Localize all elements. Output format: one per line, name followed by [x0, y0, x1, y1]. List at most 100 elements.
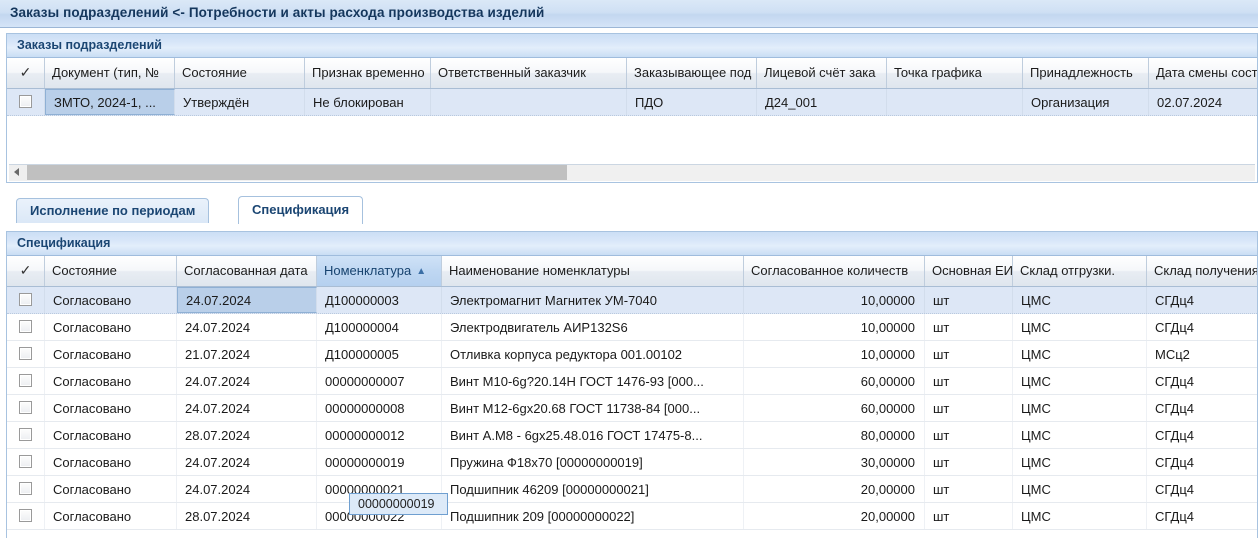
- spec-select-all-column[interactable]: ✓: [7, 256, 45, 286]
- specification-cell[interactable]: 00000000012: [317, 422, 442, 448]
- row-checkbox-cell[interactable]: [7, 314, 45, 340]
- specification-cell[interactable]: ЦМС: [1013, 476, 1147, 502]
- specification-cell[interactable]: Согласовано: [45, 287, 177, 313]
- specification-cell[interactable]: Электромагнит Магнитек УМ-7040: [442, 287, 744, 313]
- specification-cell[interactable]: ЦМС: [1013, 422, 1147, 448]
- specification-column-header[interactable]: Склад получения: [1147, 256, 1257, 286]
- row-checkbox[interactable]: [19, 95, 32, 108]
- specification-cell[interactable]: Винт М12-6gx20.68 ГОСТ 11738-84 [000...: [442, 395, 744, 421]
- row-checkbox-cell[interactable]: [7, 89, 45, 115]
- specification-column-header[interactable]: Состояние: [45, 256, 177, 286]
- specification-cell[interactable]: Винт М10-6g?20.14Н ГОСТ 1476-93 [000...: [442, 368, 744, 394]
- specification-column-header[interactable]: Согласованная дата: [177, 256, 317, 286]
- specification-cell[interactable]: Согласовано: [45, 368, 177, 394]
- orders-column-header[interactable]: Признак временно: [305, 58, 431, 88]
- row-checkbox[interactable]: [19, 347, 32, 360]
- specification-cell[interactable]: 24.07.2024: [177, 449, 317, 475]
- specification-cell[interactable]: Согласовано: [45, 476, 177, 502]
- orders-cell[interactable]: Не блокирован: [305, 89, 431, 115]
- specification-cell[interactable]: СГДц4: [1147, 503, 1257, 529]
- specification-cell[interactable]: Согласовано: [45, 422, 177, 448]
- row-checkbox-cell[interactable]: [7, 476, 45, 502]
- specification-cell[interactable]: шт: [925, 368, 1013, 394]
- orders-column-header[interactable]: Заказывающее под: [627, 58, 757, 88]
- orders-horizontal-scrollbar[interactable]: [9, 164, 1255, 181]
- specification-row[interactable]: Согласовано 24.07.2024 00000000007 Винт М10…: [7, 368, 1257, 395]
- specification-cell[interactable]: Согласовано: [45, 449, 177, 475]
- orders-cell[interactable]: ПДО: [627, 89, 757, 115]
- specification-cell[interactable]: Отливка корпуса редуктора 001.00102: [442, 341, 744, 367]
- specification-cell[interactable]: Электродвигатель АИР132S6: [442, 314, 744, 340]
- specification-cell[interactable]: 20,00000: [744, 503, 925, 529]
- tab-1[interactable]: Исполнение по периодам: [16, 198, 210, 223]
- orders-cell[interactable]: 02.07.2024: [1149, 89, 1257, 115]
- row-checkbox-cell[interactable]: [7, 422, 45, 448]
- specification-cell[interactable]: СГДц4: [1147, 422, 1257, 448]
- row-checkbox-cell[interactable]: [7, 503, 45, 529]
- specification-cell[interactable]: Согласовано: [45, 341, 177, 367]
- specification-cell[interactable]: 10,00000: [744, 341, 925, 367]
- specification-cell[interactable]: ЦМС: [1013, 395, 1147, 421]
- orders-column-header[interactable]: Дата смены сост: [1149, 58, 1257, 88]
- orders-column-header[interactable]: Принадлежность: [1023, 58, 1149, 88]
- specification-column-header[interactable]: Наименование номенклатуры: [442, 256, 744, 286]
- orders-cell[interactable]: [431, 89, 627, 115]
- specification-cell[interactable]: 24.07.2024: [177, 314, 317, 340]
- orders-cell[interactable]: [887, 89, 1023, 115]
- specification-cell[interactable]: СГДц4: [1147, 449, 1257, 475]
- specification-cell[interactable]: 28.07.2024: [177, 422, 317, 448]
- specification-cell[interactable]: шт: [925, 395, 1013, 421]
- specification-cell[interactable]: шт: [925, 476, 1013, 502]
- specification-cell[interactable]: Согласовано: [45, 395, 177, 421]
- specification-cell[interactable]: 24.07.2024: [177, 476, 317, 502]
- orders-column-header[interactable]: Документ (тип, №: [45, 58, 175, 88]
- specification-cell[interactable]: СГДц4: [1147, 368, 1257, 394]
- specification-cell[interactable]: Подшипник 46209 [00000000021]: [442, 476, 744, 502]
- orders-select-all-column[interactable]: ✓: [7, 58, 45, 88]
- specification-row[interactable]: Согласовано 24.07.2024 Д100000004 Электродв…: [7, 314, 1257, 341]
- specification-cell[interactable]: ЦМС: [1013, 314, 1147, 340]
- specification-cell[interactable]: ЦМС: [1013, 449, 1147, 475]
- specification-row[interactable]: Согласовано 24.07.2024 00000000008 Винт М12…: [7, 395, 1257, 422]
- row-checkbox[interactable]: [19, 455, 32, 468]
- row-checkbox-cell[interactable]: [7, 449, 45, 475]
- specification-row[interactable]: Согласовано 24.07.2024 00000000021 Подшипни…: [7, 476, 1257, 503]
- orders-grid[interactable]: ✓ Документ (тип, № Состояние Признак време…: [7, 58, 1257, 181]
- specification-cell[interactable]: 20,00000: [744, 476, 925, 502]
- specification-cell[interactable]: СГДц4: [1147, 287, 1257, 313]
- specification-cell[interactable]: шт: [925, 449, 1013, 475]
- specification-cell[interactable]: 24.07.2024: [177, 287, 317, 313]
- orders-cell[interactable]: Организация: [1023, 89, 1149, 115]
- specification-cell[interactable]: Д100000003: [317, 287, 442, 313]
- specification-cell[interactable]: Пружина Ф18х70 [00000000019]: [442, 449, 744, 475]
- specification-cell[interactable]: СГДц4: [1147, 395, 1257, 421]
- specification-cell[interactable]: 60,00000: [744, 395, 925, 421]
- orders-column-header[interactable]: Ответственный заказчик: [431, 58, 627, 88]
- specification-cell[interactable]: Винт А.М8 - 6gx25.48.016 ГОСТ 17475-8...: [442, 422, 744, 448]
- specification-cell[interactable]: ЦМС: [1013, 287, 1147, 313]
- orders-cell[interactable]: Д24_001: [757, 89, 887, 115]
- specification-cell[interactable]: шт: [925, 341, 1013, 367]
- scroll-left-arrow-icon[interactable]: [9, 165, 26, 180]
- scrollbar-thumb[interactable]: [27, 165, 567, 180]
- specification-cell[interactable]: шт: [925, 287, 1013, 313]
- specification-cell[interactable]: Согласовано: [45, 314, 177, 340]
- specification-cell[interactable]: ЦМС: [1013, 341, 1147, 367]
- specification-cell[interactable]: 24.07.2024: [177, 368, 317, 394]
- row-checkbox[interactable]: [19, 320, 32, 333]
- specification-cell[interactable]: ЦМС: [1013, 503, 1147, 529]
- row-checkbox[interactable]: [19, 374, 32, 387]
- specification-cell[interactable]: 00000000007: [317, 368, 442, 394]
- specification-cell[interactable]: 80,00000: [744, 422, 925, 448]
- specification-cell[interactable]: шт: [925, 503, 1013, 529]
- specification-row[interactable]: Согласовано 21.07.2024 Д100000005 Отливка к…: [7, 341, 1257, 368]
- specification-column-header[interactable]: Основная ЕИ: [925, 256, 1013, 286]
- orders-row[interactable]: ЗМТО, 2024-1, ... Утверждён Не блокирован П…: [7, 89, 1257, 116]
- row-checkbox[interactable]: [19, 428, 32, 441]
- specification-row[interactable]: Согласовано 28.07.2024 00000000012 Винт А.М…: [7, 422, 1257, 449]
- specification-cell[interactable]: шт: [925, 314, 1013, 340]
- orders-column-header[interactable]: Состояние: [175, 58, 305, 88]
- specification-cell[interactable]: МСц2: [1147, 341, 1257, 367]
- specification-cell[interactable]: 24.07.2024: [177, 395, 317, 421]
- orders-cell[interactable]: ЗМТО, 2024-1, ...: [45, 89, 175, 115]
